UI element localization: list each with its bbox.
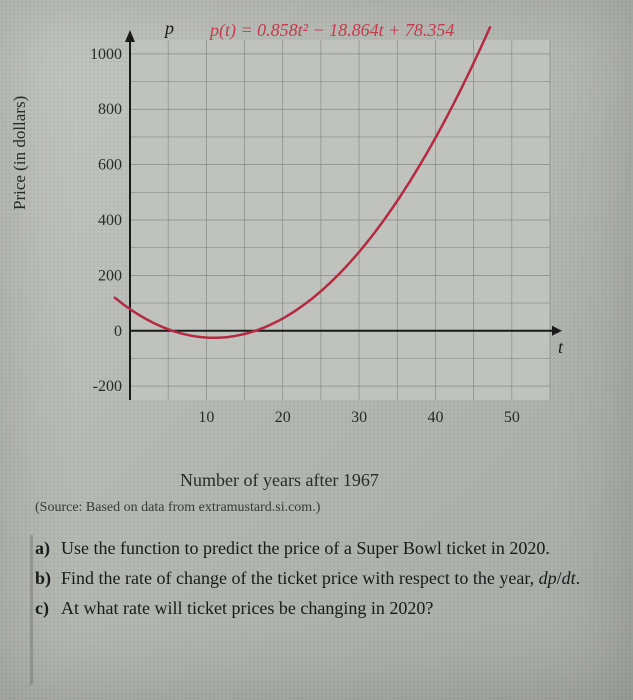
svg-text:t: t — [558, 337, 564, 357]
x-axis-label: Number of years after 1967 — [180, 470, 379, 491]
questions-block: a) Use the function to predict the price… — [35, 535, 605, 625]
svg-text:0: 0 — [114, 323, 122, 340]
question-c-text: At what rate will ticket prices be chang… — [61, 598, 433, 618]
svg-text:30: 30 — [351, 409, 367, 426]
question-a-label: a) — [35, 535, 50, 561]
svg-text:800: 800 — [98, 101, 122, 118]
svg-text:1000: 1000 — [90, 46, 122, 63]
question-b: b) Find the rate of change of the ticket… — [35, 565, 605, 591]
chart-container: -200 0 200 400 600 800 1000 10 20 30 40 50 t — [60, 20, 580, 440]
p-axis-symbol: p — [165, 18, 174, 39]
svg-text:200: 200 — [98, 267, 122, 284]
question-c-label: c) — [35, 595, 49, 621]
page: Price (in dollars) -200 0 200 400 600 800 1000… — [0, 0, 633, 700]
question-b-label: b) — [35, 565, 51, 591]
question-b-text: Find the rate of change of the ticket pr… — [61, 568, 580, 588]
chart-svg: -200 0 200 400 600 800 1000 10 20 30 40 50 t — [60, 20, 580, 440]
source-citation: (Source: Based on data from extramustard… — [35, 500, 320, 516]
left-rule — [30, 535, 33, 685]
svg-text:20: 20 — [275, 409, 291, 426]
question-c: c) At what rate will ticket prices be ch… — [35, 595, 605, 621]
equation-text: p(t) = 0.858t² − 18.864t + 78.354 — [210, 20, 454, 41]
svg-text:600: 600 — [98, 157, 122, 174]
svg-text:50: 50 — [504, 409, 520, 426]
svg-text:10: 10 — [198, 409, 214, 426]
svg-text:-200: -200 — [93, 378, 122, 395]
equation-span: p(t) = 0.858t² − 18.864t + 78.354 — [210, 20, 454, 40]
svg-text:40: 40 — [427, 409, 443, 426]
y-axis-label: Price (in dollars) — [10, 96, 30, 210]
svg-text:400: 400 — [98, 212, 122, 229]
question-a-text: Use the function to predict the price of… — [61, 538, 550, 558]
question-a: a) Use the function to predict the price… — [35, 535, 605, 561]
